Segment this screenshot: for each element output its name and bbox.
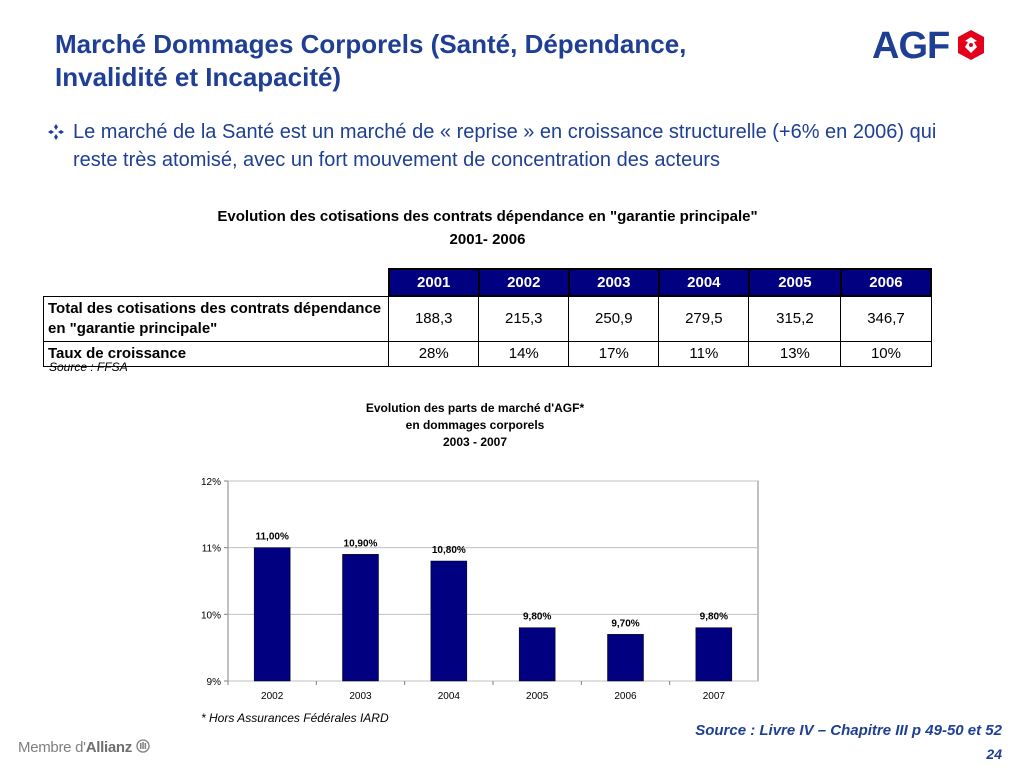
plot-area [227,480,759,682]
table-cell: 346,7 [840,295,932,342]
table-cell: 11% [658,340,750,367]
table-title: Evolution des cotisations des contrats d… [140,205,835,251]
table-cell: 28% [388,340,480,367]
bullet-text: Le marché de la Santé est un marché de «… [73,121,937,171]
agf-logo-text: AGF [872,25,950,67]
data-label: 9,70% [611,618,639,629]
y-tick-label: 12% [201,477,221,488]
table-cell: 279,5 [658,295,750,342]
table-header-row: 2001 2002 2003 2004 2005 2006 [43,268,933,297]
table-cell: 17% [568,340,660,367]
table-source: Source : FFSA [49,360,128,374]
agf-eagle-icon [958,30,984,60]
table-cell: 188,3 [388,295,480,342]
table-row: Taux de croissance 28% 14% 17% 11% 13% 1… [42,340,932,367]
table-cell: 13% [748,340,842,367]
diamond-bullet-icon [48,124,64,140]
x-tick-label: 2002 [261,691,284,702]
data-label: 9,80% [523,612,551,623]
agf-logo: AGF [872,25,992,67]
table-title-line2: 2001- 2006 [449,231,526,248]
chart-title: Evolution des parts de marché d'AGF* en … [290,400,660,451]
membre-brand: Allianz [85,739,133,756]
bar [695,627,733,682]
table-row: Total des cotisations des contrats dépen… [42,295,932,342]
data-label: 11,00% [255,532,288,543]
table-cell: 250,9 [568,295,660,342]
bar [430,560,468,682]
chart-footnote: * Hors Assurances Fédérales IARD [201,711,389,725]
row-label: Taux de croissance [42,340,390,367]
x-tick-label: 2005 [526,691,549,702]
table-cell: 215,3 [478,295,570,342]
year-header: 2002 [477,268,570,297]
x-tick-label: 2007 [703,691,726,702]
table-cell: 10% [840,340,932,367]
slide-source: Source : Livre IV – Chapitre III p 49-50… [695,722,1002,739]
y-tick-label: 9% [207,677,222,688]
chart-title-line: 2003 - 2007 [442,435,508,449]
contributions-table: 2001 2002 2003 2004 2005 2006 Total des … [42,268,933,367]
allianz-membership-logo: Membre d'Allianz [18,739,150,756]
table-cell: 14% [478,340,570,367]
bar [607,634,644,682]
row-label: Total des cotisations des contrats dépen… [42,295,390,342]
y-tick-label: 11% [202,544,221,555]
table-cell: 315,2 [748,295,842,342]
year-header: 2005 [747,268,842,297]
year-header: 2001 [387,268,480,297]
allianz-eagle-icon [136,739,150,753]
chart-title-line: en dommages corporels [405,418,545,432]
year-header: 2006 [839,268,933,297]
slide-title-line1: Marché Dommages Corporels (Santé, Dépend… [55,29,687,59]
data-label: 10,90% [344,538,378,549]
year-header: 2003 [567,268,660,297]
page-number: 24 [986,746,1002,762]
data-label: 9,80% [700,612,728,623]
table-title-line1: Evolution des cotisations des contrats d… [217,208,758,225]
membre-prefix: Membre d' [18,739,86,756]
table-corner-cell [43,269,389,296]
bar [518,627,556,682]
x-tick-label: 2003 [349,691,372,702]
slide-title-line2: Invalidité et Incapacité) [55,62,342,92]
y-tick-label: 10% [201,610,221,621]
market-share-chart: 9% 10% 11% 12% 11,00% 2002 10,90% 2003 10,80% 200… [201,477,759,702]
year-header: 2004 [657,268,750,297]
bar [253,547,291,682]
slide-title: Marché Dommages Corporels (Santé, Dépend… [55,28,815,94]
bar [342,554,379,682]
x-tick-label: 2006 [614,691,637,702]
data-label: 10,80% [432,545,466,556]
chart-title-line: Evolution des parts de marché d'AGF* [365,401,585,415]
x-tick-label: 2004 [438,691,461,702]
